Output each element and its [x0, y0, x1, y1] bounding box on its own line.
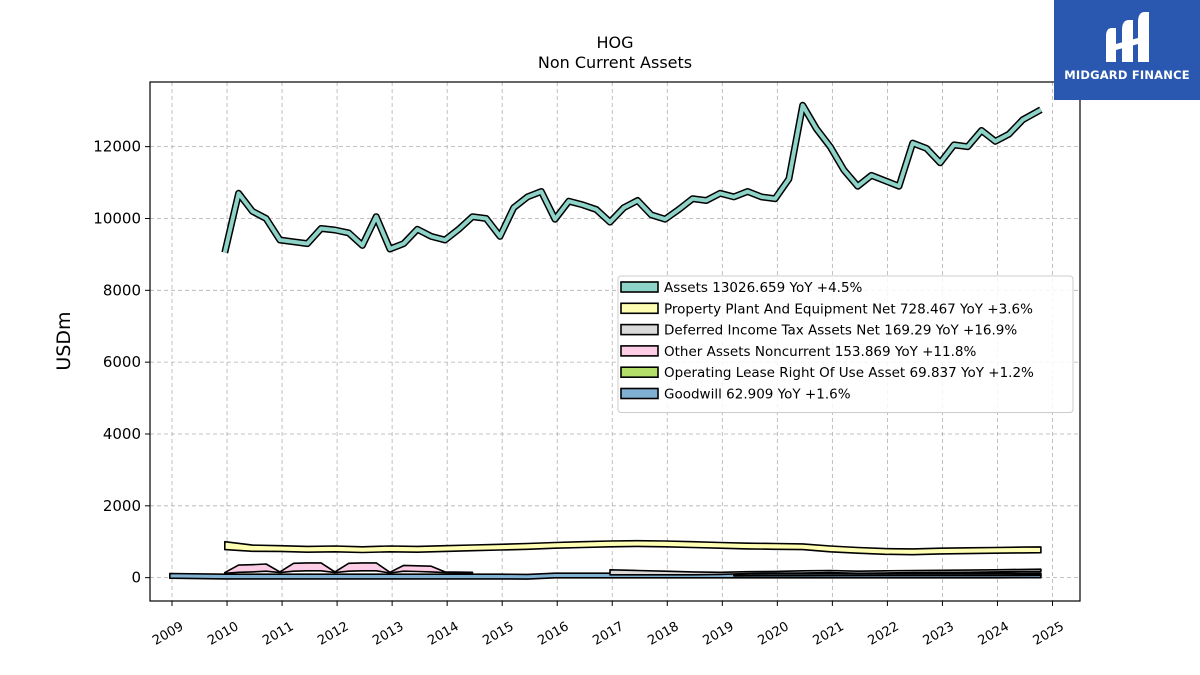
- other-assets-noncurrent-series: [224, 562, 474, 575]
- x-tick-label: 2017: [590, 619, 626, 649]
- legend-item: Other Assets Noncurrent 153.869 YoY +11.…: [620, 344, 976, 360]
- x-tick-label: 2010: [205, 619, 241, 649]
- legend-label: Operating Lease Right Of Use Asset 69.83…: [664, 365, 1034, 381]
- legend-item: Operating Lease Right Of Use Asset 69.83…: [620, 365, 1034, 381]
- deferred-income-tax-assets-net-series: [609, 568, 1042, 576]
- y-tick-label: 12000: [93, 138, 141, 156]
- logo-mark-icon: [1106, 12, 1149, 62]
- x-tick-label: 2009: [150, 619, 186, 649]
- x-tick-label: 2015: [480, 619, 516, 649]
- legend-swatch: [620, 302, 659, 315]
- y-axis: 0 2000 4000 6000 8000 10000 12000: [93, 138, 150, 587]
- legend-item: Property Plant And Equipment Net 728.467…: [620, 301, 1033, 317]
- legend: Assets 13026.659 YoY +4.5% Property Plant…: [617, 275, 1074, 413]
- x-tick-label: 2018: [645, 619, 681, 649]
- x-axis: 2009 2010 2011 2012 2013 2014 2015 2016 2017 2018…: [150, 601, 1067, 649]
- x-tick-label: 2022: [866, 619, 902, 649]
- logo-text: MIDGARD FINANCE: [1064, 68, 1190, 82]
- assets-series-line: [222, 103, 1042, 254]
- legend-box: [617, 275, 1074, 413]
- x-tick-label: 2016: [535, 619, 571, 649]
- x-tick-label: 2020: [756, 619, 792, 649]
- legend-label: Goodwill 62.909 YoY +1.6%: [664, 387, 851, 403]
- x-tick-label: 2025: [1031, 619, 1067, 649]
- legend-label: Assets 13026.659 YoY +4.5%: [664, 280, 863, 296]
- legend-label: Other Assets Noncurrent 153.869 YoY +11.…: [664, 344, 976, 360]
- property-plant-and-equipment-net-series: [224, 539, 1042, 556]
- legend-item: Deferred Income Tax Assets Net 169.29 Yo…: [620, 323, 1017, 339]
- midgard-finance-logo: MIDGARD FINANCE: [1054, 0, 1200, 100]
- y-axis-label: USDm: [53, 311, 75, 370]
- y-tick-label: 6000: [103, 353, 141, 371]
- assets-series-outline: [221, 101, 1043, 254]
- legend-label: Property Plant And Equipment Net 728.467…: [664, 301, 1033, 317]
- x-tick-label: 2021: [811, 619, 847, 649]
- operating-lease-right-of-use-asset-series: [733, 574, 1042, 577]
- y-tick-label: 8000: [103, 281, 141, 299]
- x-tick-label: 2011: [260, 619, 296, 649]
- legend-swatch: [620, 345, 659, 357]
- x-tick-label: 2023: [921, 619, 957, 649]
- legend-swatch: [620, 323, 659, 336]
- series-layer: [169, 101, 1043, 580]
- chart-title: HOG: [596, 33, 633, 52]
- legend-item: Assets 13026.659 YoY +4.5%: [620, 280, 863, 296]
- legend-swatch: [620, 281, 659, 293]
- x-tick-label: 2014: [425, 619, 461, 649]
- x-tick-label: 2024: [976, 619, 1012, 649]
- y-tick-label: 2000: [103, 497, 141, 515]
- chart-subtitle: Non Current Assets: [538, 53, 692, 72]
- legend-item: Goodwill 62.909 YoY +1.6%: [620, 387, 851, 403]
- assets-series: [221, 101, 1043, 254]
- plot-frame: [149, 81, 1081, 602]
- x-tick-label: 2019: [700, 619, 736, 649]
- legend-label: Deferred Income Tax Assets Net 169.29 Yo…: [664, 323, 1017, 339]
- x-tick-label: 2012: [315, 619, 351, 649]
- y-tick-label: 4000: [103, 425, 141, 443]
- y-tick-label: 0: [131, 569, 141, 587]
- x-tick-label: 2013: [370, 619, 406, 649]
- legend-swatch: [620, 366, 659, 379]
- y-tick-label: 10000: [93, 209, 141, 227]
- legend-swatch: [620, 387, 659, 400]
